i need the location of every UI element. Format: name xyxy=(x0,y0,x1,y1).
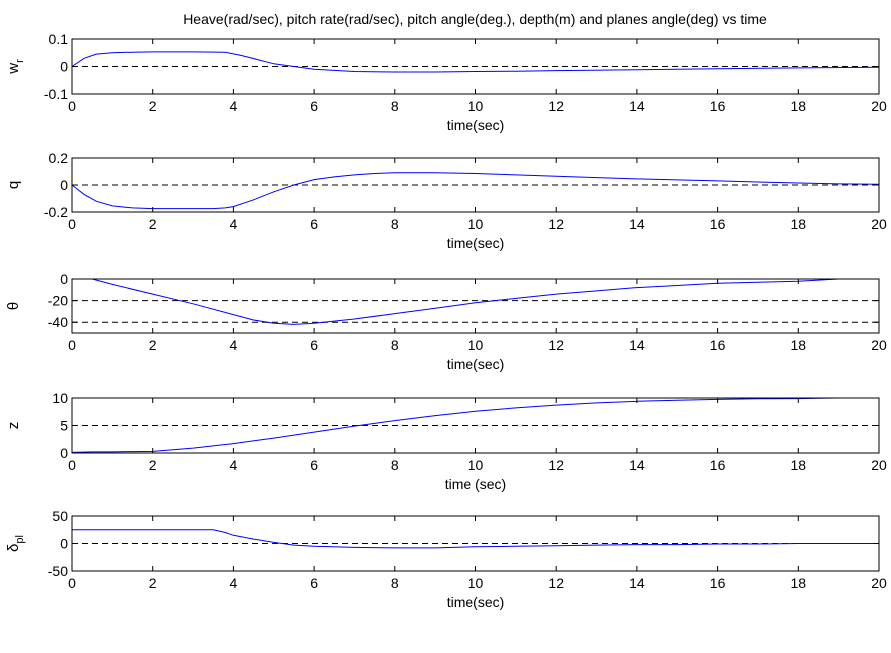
x-tick-label: 10 xyxy=(468,98,484,114)
x-tick-label: 0 xyxy=(68,98,76,114)
x-tick-label: 20 xyxy=(871,457,887,473)
x-axis-label: time(sec) xyxy=(447,356,505,372)
x-tick-label: 14 xyxy=(629,457,645,473)
x-tick-label: 8 xyxy=(391,98,399,114)
x-tick-label: 20 xyxy=(871,216,887,232)
x-tick-label: 18 xyxy=(791,337,807,353)
y-tick-label: 5 xyxy=(60,418,68,434)
x-tick-label: 2 xyxy=(149,337,157,353)
x-tick-label: 14 xyxy=(629,216,645,232)
x-tick-label: 18 xyxy=(791,98,807,114)
x-tick-label: 14 xyxy=(629,98,645,114)
x-axis-label: time(sec) xyxy=(447,235,505,251)
x-tick-label: 12 xyxy=(548,575,564,591)
x-tick-label: 0 xyxy=(68,337,76,353)
y-tick-label: 0 xyxy=(60,59,68,75)
y-tick-label: -0.1 xyxy=(44,86,68,102)
x-tick-label: 18 xyxy=(791,216,807,232)
x-tick-label: 8 xyxy=(391,575,399,591)
x-tick-label: 12 xyxy=(548,216,564,232)
subplot-3: 0 2 4 6 8 10 12 14 16 18 20 -40 -20 0 time(sec) θ xyxy=(5,271,887,372)
x-tick-label: 2 xyxy=(149,457,157,473)
x-tick-label: 16 xyxy=(710,216,726,232)
series-line xyxy=(72,278,879,325)
x-tick-label: 16 xyxy=(710,337,726,353)
y-tick-label: -0.2 xyxy=(44,204,68,220)
x-tick-label: 12 xyxy=(548,457,564,473)
x-tick-label: 8 xyxy=(391,216,399,232)
x-tick-label: 8 xyxy=(391,457,399,473)
subplot-4: 0 2 4 6 8 10 12 14 16 18 20 0 5 10 time (sec) z xyxy=(5,390,887,492)
x-tick-label: 8 xyxy=(391,337,399,353)
x-tick-label: 16 xyxy=(710,457,726,473)
figure-title: Heave(rad/sec), pitch rate(rad/sec), pit… xyxy=(183,11,767,27)
series-line xyxy=(71,397,879,453)
x-tick-label: 4 xyxy=(230,457,238,473)
x-tick-label: 6 xyxy=(310,575,318,591)
axes-box xyxy=(71,278,880,334)
y-tick-label: -40 xyxy=(48,314,68,330)
x-tick-label: 4 xyxy=(230,575,238,591)
y-tick-label: 0 xyxy=(60,177,68,193)
x-tick-label: 6 xyxy=(310,457,318,473)
x-tick-label: 16 xyxy=(710,98,726,114)
x-tick-label: 0 xyxy=(68,457,76,473)
series-line xyxy=(71,51,880,73)
x-axis-label: time(sec) xyxy=(447,117,505,133)
series-line xyxy=(71,172,880,210)
y-tick-label: 0 xyxy=(60,445,68,461)
x-tick-label: 4 xyxy=(230,98,238,114)
x-tick-label: 4 xyxy=(230,216,238,232)
x-tick-label: 20 xyxy=(871,575,887,591)
x-tick-label: 10 xyxy=(468,457,484,473)
x-tick-label: 2 xyxy=(149,216,157,232)
x-tick-label: 18 xyxy=(791,575,807,591)
y-axis-label: θ xyxy=(5,302,22,310)
x-tick-label: 6 xyxy=(310,216,318,232)
y-tick-label: 10 xyxy=(52,390,68,406)
x-tick-label: 4 xyxy=(230,337,238,353)
y-tick-label: -50 xyxy=(48,563,68,579)
x-tick-label: 12 xyxy=(548,98,564,114)
x-tick-label: 10 xyxy=(468,575,484,591)
x-tick-label: 10 xyxy=(468,216,484,232)
x-axis-label: time(sec) xyxy=(447,594,505,610)
y-tick-label: 0.1 xyxy=(49,31,69,47)
x-tick-label: 20 xyxy=(871,337,887,353)
y-tick-label: 0 xyxy=(60,271,68,287)
x-tick-label: 2 xyxy=(149,98,157,114)
x-tick-label: 2 xyxy=(149,575,157,591)
y-axis-label: q xyxy=(5,181,22,189)
y-axis-label: wr xyxy=(5,59,26,75)
x-tick-label: 10 xyxy=(468,337,484,353)
x-tick-label: 14 xyxy=(629,575,645,591)
x-tick-label: 14 xyxy=(629,337,645,353)
x-tick-label: 0 xyxy=(68,216,76,232)
x-tick-label: 12 xyxy=(548,337,564,353)
x-axis-label: time (sec) xyxy=(445,476,506,492)
x-tick-label: 6 xyxy=(310,98,318,114)
y-tick-label: 50 xyxy=(52,508,68,524)
x-tick-label: 16 xyxy=(710,575,726,591)
y-axis-label: δpl xyxy=(5,535,26,552)
y-tick-label: 0.2 xyxy=(49,150,69,166)
y-axis-label: z xyxy=(5,422,22,430)
y-tick-label: -20 xyxy=(48,293,68,309)
x-tick-label: 18 xyxy=(791,457,807,473)
series-line xyxy=(72,529,879,549)
x-tick-label: 6 xyxy=(310,337,318,353)
x-tick-label: 0 xyxy=(68,575,76,591)
y-tick-label: 0 xyxy=(60,536,68,552)
x-tick-label: 20 xyxy=(871,98,887,114)
